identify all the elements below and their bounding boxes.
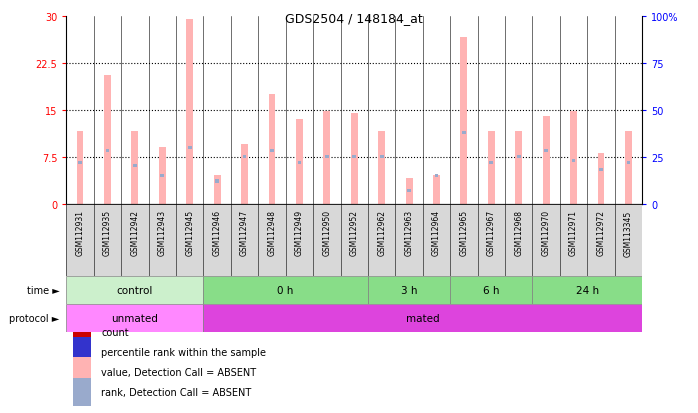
Bar <box>66 304 203 332</box>
Text: GDS2504 / 148184_at: GDS2504 / 148184_at <box>285 12 423 25</box>
Text: mated: mated <box>406 313 440 323</box>
Text: 24 h: 24 h <box>576 285 599 295</box>
Text: GSM112947: GSM112947 <box>240 210 249 256</box>
Text: control: control <box>117 285 153 295</box>
Text: GSM112964: GSM112964 <box>432 210 441 256</box>
Bar <box>533 276 642 304</box>
Bar <box>215 180 219 183</box>
Text: GSM112963: GSM112963 <box>405 210 414 256</box>
Bar <box>203 304 642 332</box>
Text: GSM112968: GSM112968 <box>514 210 524 256</box>
Text: time ►: time ► <box>27 285 59 295</box>
Bar <box>203 276 368 304</box>
Bar <box>543 116 549 204</box>
Bar <box>73 358 91 386</box>
Bar <box>131 132 138 204</box>
Text: protocol ►: protocol ► <box>9 313 59 323</box>
Text: GSM112971: GSM112971 <box>569 210 578 256</box>
Text: GSM112931: GSM112931 <box>75 210 84 256</box>
Bar <box>296 120 303 204</box>
Bar <box>243 156 246 159</box>
Text: GSM112965: GSM112965 <box>459 210 468 256</box>
Bar <box>435 174 438 178</box>
Bar <box>572 159 575 162</box>
Bar <box>105 150 110 153</box>
Bar <box>433 176 440 204</box>
Text: GSM112970: GSM112970 <box>542 210 551 256</box>
Bar <box>159 148 165 204</box>
Text: GSM112948: GSM112948 <box>267 210 276 256</box>
Text: 0 h: 0 h <box>278 285 294 295</box>
Text: GSM112943: GSM112943 <box>158 210 167 256</box>
Text: 3 h: 3 h <box>401 285 417 295</box>
Bar <box>517 156 521 159</box>
Bar <box>462 131 466 134</box>
Bar <box>133 165 137 168</box>
Bar <box>599 169 603 172</box>
Text: unmated: unmated <box>112 313 158 323</box>
Bar <box>627 161 630 164</box>
Bar <box>380 156 383 159</box>
Text: percentile rank within the sample: percentile rank within the sample <box>101 347 266 357</box>
Bar <box>73 337 91 366</box>
Text: GSM112962: GSM112962 <box>377 210 386 256</box>
Text: 6 h: 6 h <box>483 285 500 295</box>
Text: value, Detection Call = ABSENT: value, Detection Call = ABSENT <box>101 367 256 377</box>
Bar <box>461 38 468 204</box>
Bar <box>214 176 221 204</box>
Text: GSM112945: GSM112945 <box>185 210 194 256</box>
Text: GSM112946: GSM112946 <box>213 210 222 256</box>
Bar <box>544 150 548 153</box>
Bar <box>378 132 385 204</box>
Bar <box>325 156 329 159</box>
Bar <box>625 132 632 204</box>
Bar <box>407 189 411 192</box>
Bar <box>78 161 82 164</box>
Bar <box>77 132 84 204</box>
Bar <box>73 317 91 346</box>
Text: GSM112967: GSM112967 <box>487 210 496 256</box>
Bar <box>73 378 91 406</box>
Bar <box>570 112 577 204</box>
Text: GSM112935: GSM112935 <box>103 210 112 256</box>
Bar <box>351 114 357 204</box>
Bar <box>597 154 604 204</box>
Text: rank, Detection Call = ABSENT: rank, Detection Call = ABSENT <box>101 387 251 397</box>
Bar <box>323 112 330 204</box>
Text: GSM112950: GSM112950 <box>322 210 332 256</box>
Bar <box>352 156 356 159</box>
Text: GSM112949: GSM112949 <box>295 210 304 256</box>
Bar <box>241 145 248 204</box>
Bar <box>297 161 302 164</box>
Text: count: count <box>101 327 129 337</box>
Bar <box>269 95 276 204</box>
Bar <box>66 204 642 276</box>
Bar <box>515 132 522 204</box>
Bar <box>186 20 193 204</box>
Bar <box>161 174 164 178</box>
Bar <box>66 276 203 304</box>
Bar <box>188 146 191 150</box>
Bar <box>406 179 413 204</box>
Bar <box>488 132 495 204</box>
Text: GSM112942: GSM112942 <box>131 210 140 256</box>
Bar <box>368 276 450 304</box>
Bar <box>450 276 533 304</box>
Bar <box>104 76 111 204</box>
Text: GSM113345: GSM113345 <box>624 210 633 256</box>
Bar <box>270 150 274 153</box>
Text: GSM112952: GSM112952 <box>350 210 359 256</box>
Bar <box>489 161 493 164</box>
Text: GSM112972: GSM112972 <box>597 210 606 256</box>
